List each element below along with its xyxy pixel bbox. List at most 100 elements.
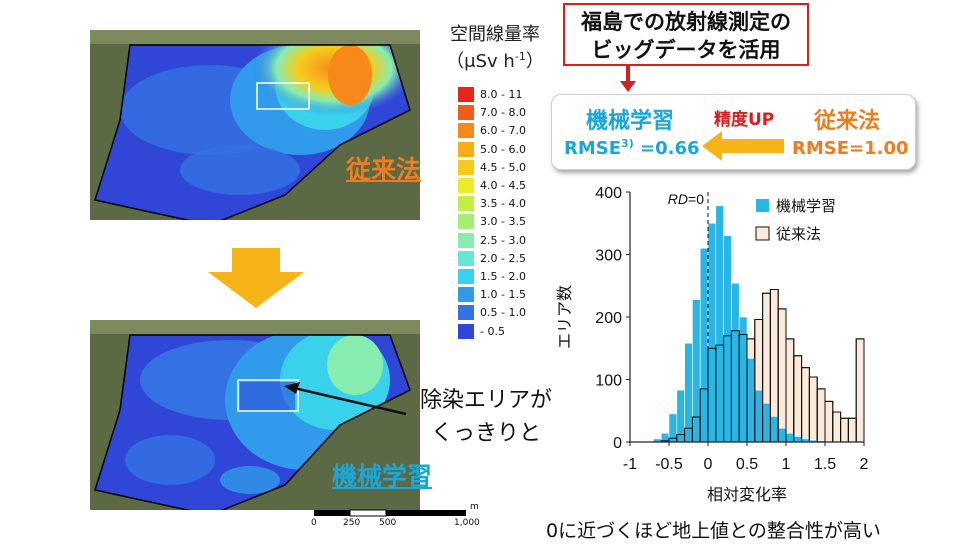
y-tick-label: 400: [595, 185, 622, 202]
down-arrow-icon: [208, 248, 304, 308]
bar-machine-learning: [699, 247, 709, 443]
bar-machine-learning: [754, 389, 763, 443]
legend-swatch: [458, 269, 474, 284]
bar-conventional: [808, 376, 818, 443]
legend-swatch: [458, 250, 474, 266]
callout-line-2: ビッグデータを活用: [591, 38, 781, 62]
legend-swatch: [458, 87, 474, 102]
bar-conventional: [840, 417, 849, 443]
comparison-ml-label: 機械学習: [586, 109, 675, 134]
bar-machine-learning: [715, 205, 724, 443]
y-tick-label: 100: [595, 373, 622, 390]
legend-swatch: [458, 287, 474, 303]
legend-item-label: 2.0 - 2.5: [480, 251, 526, 265]
annotation-line-1: 除染エリアが: [420, 388, 553, 413]
x-tick-label: 0.5: [736, 456, 758, 473]
bar-machine-learning: [785, 432, 795, 443]
legend-item-label: 4.0 - 4.5: [480, 179, 526, 192]
chart-caption: 0に近づくほど地上値との整合性が高い: [546, 520, 881, 542]
legend-item-label: 4.5 - 5.0: [480, 160, 526, 174]
annotation-line-2: くっきりと: [431, 421, 542, 446]
legend-item-label: 1.5 - 2.0: [480, 270, 526, 283]
legend-swatch: [458, 323, 474, 339]
ml-rmse-sup: 3): [621, 137, 634, 150]
bar-conventional: [793, 355, 803, 443]
bar-machine-learning: [692, 299, 701, 443]
legend-swatch: [458, 141, 474, 157]
x-tick-label: 0: [704, 456, 713, 473]
scale-unit: m: [470, 502, 479, 512]
legend-item-label: 7.0 - 8.0: [480, 106, 526, 120]
comparison-box: 機械学習 RMSE3) =0.66 精度UP 従来法 RMSE=1.00: [551, 94, 916, 170]
precision-up-label: 精度UP: [714, 110, 775, 130]
reference-line-label: RD=0: [668, 191, 704, 207]
bar-conventional: [832, 411, 842, 443]
legend-item-label: 0.5 - 1.0: [480, 306, 526, 320]
legend-item-label: 3.5 - 4.0: [480, 197, 526, 211]
bar-machine-learning: [684, 342, 693, 443]
label-conventional: 従来法: [346, 155, 422, 184]
chart-legend-swatch: [755, 226, 770, 241]
scale-bar-graphic: [314, 509, 466, 517]
histogram-chart: 0 100 200 300 400 -1 -0.5 0 0.5 1 1.5 2 RD=0 相対変化率 エリア…: [555, 185, 869, 502]
legend-unit: （μSv h-1）: [440, 46, 550, 73]
chart-legend-label: 従来法: [776, 225, 821, 243]
scale-tick-0: 0: [311, 518, 317, 528]
chart-legend-label: 機械学習: [776, 197, 836, 215]
scale-tick-250: 250: [343, 518, 361, 528]
left-arrow-icon: [702, 131, 784, 161]
comparison-old-rmse: RMSE=1.00: [792, 138, 909, 159]
callout-big-data: 福島での放射線測定の ビッグデータを活用: [563, 3, 809, 66]
scale-tick-1000: 1,000: [454, 518, 480, 528]
bar-machine-learning: [777, 427, 787, 443]
pointer-arrow-icon: [284, 382, 407, 416]
chart-legend-swatch: [756, 199, 769, 212]
x-tick-label: -1: [623, 456, 637, 473]
legend-title: 空間線量率 （μSv h-1）: [440, 24, 550, 73]
callout-arrow-shaft: [626, 66, 630, 82]
callout-arrow-icon: [620, 81, 636, 92]
annotation-decontamination: 除染エリアが くっきりと: [420, 384, 552, 450]
scale-tick-500: 500: [379, 518, 397, 528]
bar-machine-learning: [770, 416, 779, 443]
legend-title-text: 空間線量率: [450, 24, 540, 45]
x-tick-label: 1: [782, 456, 791, 473]
legend-swatch: [458, 178, 474, 193]
legend-swatch: [458, 214, 474, 230]
x-axis-label: 相対変化率: [707, 485, 787, 502]
bar-conventional: [855, 338, 865, 443]
callout-line-1: 福島での放射線測定の: [581, 10, 791, 34]
legend-item-label: 5.0 - 6.0: [480, 142, 526, 156]
legend-item-label: 3.0 - 3.5: [480, 215, 526, 229]
bar-machine-learning: [738, 316, 748, 443]
y-tick-label: 300: [595, 248, 622, 265]
legend-swatch: [458, 196, 474, 212]
legend-unit-sup: -1: [514, 50, 526, 63]
x-tick-label: 2: [860, 456, 869, 473]
map-scale-bar: m 0 250 500 1,000: [310, 502, 490, 536]
x-tick-label: -0.5: [655, 456, 683, 473]
legend-unit-close: ）: [525, 51, 544, 72]
legend-swatch: [458, 105, 474, 121]
bar-machine-learning: [746, 357, 756, 443]
comparison-old-label: 従来法: [814, 109, 881, 134]
bar-conventional: [816, 388, 826, 443]
legend-swatch: [458, 305, 474, 321]
bar-machine-learning: [793, 436, 802, 443]
legend-item-label: 2.5 - 3.0: [480, 233, 526, 247]
map-conventional-image: [90, 30, 420, 226]
bar-machine-learning: [731, 282, 740, 443]
map-conventional: [90, 30, 420, 226]
legend-unit-text: （μSv h: [446, 51, 515, 72]
bar-conventional: [801, 367, 810, 443]
ml-rmse-text: RMSE: [564, 138, 622, 159]
legend-item-label: 1.0 - 1.5: [480, 288, 526, 302]
bar-conventional: [777, 308, 787, 443]
bar-conventional: [785, 338, 795, 443]
x-tick-label: 1.5: [814, 456, 836, 473]
bar-machine-learning: [707, 222, 717, 443]
y-tick-label: 200: [595, 310, 622, 327]
legend-swatch: [458, 232, 474, 248]
bar-conventional: [847, 417, 857, 443]
y-tick-label: 0: [613, 435, 622, 452]
